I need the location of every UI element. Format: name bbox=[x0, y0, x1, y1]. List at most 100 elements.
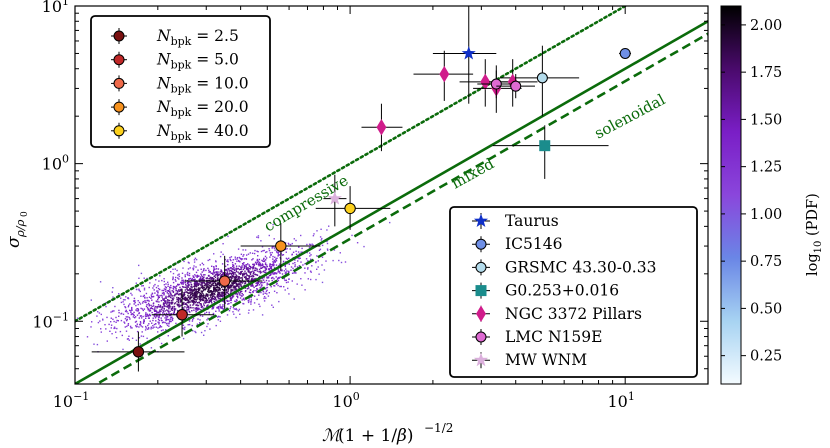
density-pixel bbox=[236, 278, 238, 280]
density-pixel bbox=[224, 302, 226, 304]
density-pixel bbox=[241, 280, 243, 283]
density-pixel bbox=[208, 300, 210, 303]
density-pixel bbox=[274, 249, 276, 251]
density-pixel bbox=[256, 274, 258, 276]
density-pixel bbox=[202, 287, 204, 289]
density-pixel bbox=[232, 290, 234, 292]
density-pixel bbox=[194, 257, 197, 259]
density-pixel bbox=[227, 289, 230, 291]
density-pixel bbox=[183, 301, 185, 304]
density-pixel bbox=[201, 276, 203, 278]
density-pixel bbox=[158, 316, 160, 319]
density-pixel bbox=[179, 293, 181, 295]
density-pixel bbox=[235, 274, 237, 276]
density-pixel bbox=[206, 293, 208, 295]
density-pixel bbox=[147, 299, 149, 302]
density-pixel bbox=[284, 289, 286, 291]
density-pixel bbox=[235, 267, 238, 269]
density-pixel bbox=[295, 250, 297, 252]
density-pixel bbox=[170, 293, 172, 296]
density-pixel bbox=[190, 285, 192, 288]
density-pixel bbox=[230, 272, 232, 275]
density-pixel bbox=[205, 300, 208, 303]
density-pixel bbox=[168, 305, 171, 307]
density-pixel bbox=[127, 323, 130, 325]
density-pixel bbox=[307, 268, 309, 270]
density-pixel bbox=[243, 299, 246, 301]
density-pixel bbox=[149, 320, 151, 322]
density-pixel bbox=[239, 282, 241, 285]
density-pixel bbox=[115, 331, 117, 333]
density-pixel bbox=[300, 278, 302, 280]
density-pixel bbox=[195, 271, 198, 274]
density-pixel bbox=[252, 275, 255, 278]
density-pixel bbox=[125, 309, 127, 312]
density-pixel bbox=[225, 293, 227, 296]
density-pixel bbox=[194, 296, 197, 299]
density-pixel bbox=[319, 236, 322, 238]
density-pixel bbox=[145, 305, 148, 308]
density-pixel bbox=[111, 310, 114, 313]
density-pixel bbox=[162, 309, 164, 312]
density-pixel bbox=[262, 265, 264, 267]
density-pixel bbox=[171, 299, 173, 302]
density-pixel bbox=[256, 236, 258, 238]
observation-legend-box bbox=[449, 206, 698, 378]
density-pixel bbox=[170, 284, 172, 287]
density-pixel bbox=[204, 295, 206, 297]
density-pixel bbox=[214, 290, 216, 292]
density-pixel bbox=[267, 283, 269, 285]
density-pixel bbox=[245, 276, 247, 278]
density-pixel bbox=[298, 265, 301, 267]
density-pixel bbox=[127, 306, 130, 308]
density-pixel bbox=[136, 323, 138, 325]
density-pixel bbox=[232, 272, 234, 274]
density-pixel bbox=[133, 300, 135, 302]
density-pixel bbox=[233, 272, 235, 274]
density-pixel bbox=[226, 299, 228, 302]
density-pixel bbox=[155, 309, 157, 311]
density-pixel bbox=[167, 318, 169, 321]
density-pixel bbox=[252, 270, 254, 272]
density-pixel bbox=[184, 274, 186, 276]
density-pixel bbox=[159, 294, 161, 297]
density-pixel bbox=[244, 281, 246, 283]
density-pixel bbox=[272, 255, 274, 258]
density-pixel bbox=[186, 271, 189, 274]
density-pixel bbox=[157, 287, 160, 290]
density-pixel bbox=[256, 270, 259, 272]
density-pixel bbox=[284, 248, 287, 251]
density-pixel bbox=[172, 301, 174, 304]
density-pixel bbox=[176, 269, 178, 272]
density-pixel bbox=[163, 305, 165, 307]
density-pixel bbox=[186, 303, 188, 306]
density-pixel bbox=[136, 308, 138, 310]
density-pixel bbox=[263, 249, 265, 252]
density-pixel bbox=[208, 286, 210, 289]
density-pixel bbox=[144, 299, 146, 302]
density-pixel bbox=[235, 265, 238, 267]
colorbar: 0.250.500.751.001.251.501.752.00 log10 (… bbox=[720, 5, 824, 385]
density-pixel bbox=[204, 274, 206, 276]
density-pixel bbox=[246, 274, 248, 277]
density-pixel bbox=[113, 310, 115, 312]
density-pixel bbox=[223, 286, 225, 288]
density-pixel bbox=[268, 249, 271, 252]
density-pixel bbox=[100, 313, 102, 316]
density-pixel bbox=[154, 305, 157, 308]
density-pixel bbox=[131, 294, 133, 296]
density-pixel bbox=[232, 264, 234, 266]
density-pixel bbox=[201, 298, 203, 300]
density-pixel bbox=[304, 272, 306, 274]
density-pixel bbox=[260, 264, 263, 266]
density-pixel bbox=[193, 276, 195, 278]
density-pixel bbox=[240, 277, 242, 279]
density-pixel bbox=[177, 290, 179, 292]
density-pixel bbox=[215, 268, 218, 270]
obs-legend-label-mw-wnm: MW WNM bbox=[505, 351, 587, 369]
density-pixel bbox=[231, 272, 233, 275]
density-pixel bbox=[104, 324, 106, 326]
density-pixel bbox=[249, 273, 252, 275]
colorbar-tick-label: 1.75 bbox=[750, 65, 782, 81]
